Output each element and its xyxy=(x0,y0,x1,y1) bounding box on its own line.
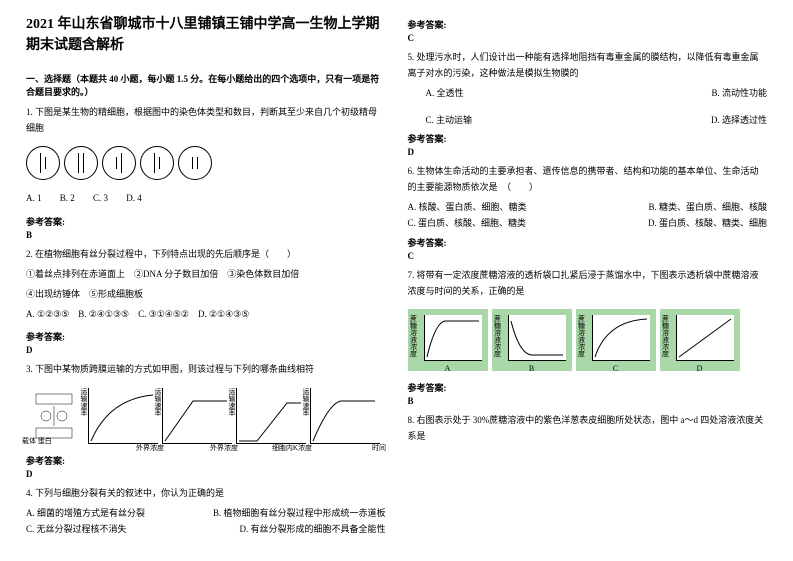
q3-figure: 载体 蛋白 运输速率 外界浓度 运输速率 外界浓度 运输速率 细胞内K浓度 运输… xyxy=(26,388,386,444)
q2-answer: D xyxy=(26,345,386,355)
q5-opt-b: B. 流动性功能 xyxy=(711,85,767,101)
q5-opt-a: A. 全透性 xyxy=(426,85,464,101)
q7-answer: B xyxy=(408,396,768,406)
page-title: 2021 年山东省聊城市十八里铺镇王铺中学高一生物上学期期末试题含解析 xyxy=(26,14,386,56)
q6-answer: C xyxy=(408,251,768,261)
q2-line1: ①着丝点排列在赤道面上 ②DNA 分子数目加倍 ③染色体数目加倍 xyxy=(26,266,386,282)
q4-opts-row1: A. 细菌的增殖方式是有丝分裂 B. 植物细胞有丝分裂过程中形成统一赤道板 xyxy=(26,505,386,521)
answer-label: 参考答案: xyxy=(408,236,768,249)
cell-label: 载体 蛋白 xyxy=(22,436,52,446)
q1-opt-c: C. 3 xyxy=(93,193,108,203)
q1-options: A. 1 B. 2 C. 3 D. 4 xyxy=(26,190,386,206)
q2-text: 2. 在植物细胞有丝分裂过程中，下列特点出现的先后顺序是（ ） xyxy=(26,246,386,262)
q1-figure xyxy=(26,146,386,180)
answer-label: 参考答案: xyxy=(408,18,768,31)
green-chart-b: 蔗糖溶液浓度 B xyxy=(492,309,572,371)
q5-text: 5. 处理污水时，人们设计出一种能有选择地阻挡有毒重金属的膜结构，以降低有毒重金… xyxy=(408,49,768,81)
q6-opts-row1: A. 核酸、蛋白质、细胞、糖类 B. 糖类、蛋白质、细胞、核酸 xyxy=(408,199,768,215)
y-label: 蔗糖溶液浓度 xyxy=(578,315,585,357)
x-axis-label: 外界浓度 xyxy=(210,443,238,453)
y-axis-label: 运输速率 xyxy=(79,388,89,416)
chart-b: 运输速率 外界浓度 xyxy=(162,388,232,444)
q5-answer: D xyxy=(408,147,768,157)
q4-text: 4. 下列与细胞分裂有关的叙述中，你认为正确的是 xyxy=(26,485,386,501)
right-column: 参考答案: C 5. 处理污水时，人们设计出一种能有选择地阻挡有毒重金属的膜结构… xyxy=(408,14,768,547)
chart-label-c: C xyxy=(613,364,618,373)
chart-c: 运输速率 细胞内K浓度 xyxy=(236,388,306,444)
y-axis-label: 运输速率 xyxy=(153,388,163,416)
q4-opts-row2: C. 无丝分裂过程核不消失 D. 有丝分裂形成的细胞不具备全能性 xyxy=(26,521,386,537)
cell-diagram-1 xyxy=(26,146,60,180)
x-axis-label: 细胞内K浓度 xyxy=(272,443,312,453)
q4-opt-b: B. 植物细胞有丝分裂过程中形成统一赤道板 xyxy=(213,505,386,521)
y-label: 蔗糖溶液浓度 xyxy=(494,315,501,357)
q6-opt-c: C. 蛋白质、核酸、细胞、糖类 xyxy=(408,215,527,231)
q4-answer: C xyxy=(408,33,768,43)
answer-label: 参考答案: xyxy=(26,330,386,343)
y-label: 蔗糖溶液浓度 xyxy=(410,315,417,357)
q5-opt-c: C. 主动运输 xyxy=(426,112,473,128)
left-column: 2021 年山东省聊城市十八里铺镇王铺中学高一生物上学期期末试题含解析 一、选择… xyxy=(26,14,386,547)
q1-text: 1. 下图是某生物的精细胞，根据图中的染色体类型和数目，判断其至少来自几个初级精… xyxy=(26,104,386,136)
q1-answer: B xyxy=(26,230,386,240)
cell-diagram-5 xyxy=(178,146,212,180)
q5-opt-d: D. 选择透过性 xyxy=(711,112,767,128)
cell-diagram-4 xyxy=(140,146,174,180)
y-axis-label: 运输速率 xyxy=(227,388,237,416)
chart-label-a: A xyxy=(445,364,451,373)
green-chart-c: 蔗糖溶液浓度 C xyxy=(576,309,656,371)
q1-opt-d: D. 4 xyxy=(126,193,142,203)
q6-text: 6. 生物体生命活动的主要承担者、遗传信息的携带者、结构和功能的基本单位、生命活… xyxy=(408,163,768,195)
q7-figure: 蔗糖溶液浓度 A 蔗糖溶液浓度 B 蔗糖溶液浓度 C 蔗糖溶液浓度 D xyxy=(408,309,768,371)
q6-opt-a: A. 核酸、蛋白质、细胞、糖类 xyxy=(408,199,527,215)
green-chart-a: 蔗糖溶液浓度 A xyxy=(408,309,488,371)
answer-label: 参考答案: xyxy=(26,454,386,467)
answer-label: 参考答案: xyxy=(26,215,386,228)
q5-opts-row1: A. 全透性 B. 流动性功能 xyxy=(408,85,768,101)
chart-d: 运输速率 时间 xyxy=(310,388,380,444)
transport-diagram: 载体 蛋白 xyxy=(26,388,84,444)
chart-a: 运输速率 外界浓度 xyxy=(88,388,158,444)
q6-opt-b: B. 糖类、蛋白质、细胞、核酸 xyxy=(648,199,767,215)
q7-text: 7. 将带有一定浓度蔗糖溶液的透析袋口扎紧后浸于蒸馏水中，下图表示透析袋中蔗糖溶… xyxy=(408,267,768,299)
q3-text: 3. 下图中某物质跨膜运输的方式如甲图，则该过程与下列的哪条曲线相符 xyxy=(26,361,386,377)
cell-diagram-2 xyxy=(64,146,98,180)
q4-opt-a: A. 细菌的增殖方式是有丝分裂 xyxy=(26,505,145,521)
x-axis-label: 时间 xyxy=(372,443,386,453)
section-heading: 一、选择题（本题共 40 小题，每小题 1.5 分。在每小题给出的四个选项中，只… xyxy=(26,72,386,98)
cell-diagram-3 xyxy=(102,146,136,180)
green-chart-d: 蔗糖溶液浓度 D xyxy=(660,309,740,371)
answer-label: 参考答案: xyxy=(408,132,768,145)
q8-text: 8. 右图表示处于 30%蔗糖溶液中的紫色洋葱表皮细胞所处状态，图中 a～d 四… xyxy=(408,412,768,444)
q4-opt-d: D. 有丝分裂形成的细胞不具备全能性 xyxy=(239,521,385,537)
q1-opt-b: B. 2 xyxy=(60,193,75,203)
q4-opt-c: C. 无丝分裂过程核不消失 xyxy=(26,521,127,537)
y-axis-label: 运输速率 xyxy=(301,388,311,416)
y-label: 蔗糖溶液浓度 xyxy=(662,315,669,357)
x-axis-label: 外界浓度 xyxy=(136,443,164,453)
chart-label-d: D xyxy=(697,364,703,373)
answer-label: 参考答案: xyxy=(408,381,768,394)
q1-opt-a: A. 1 xyxy=(26,193,42,203)
q2-line2: ④出现纺锤体 ⑤形成细胞板 xyxy=(26,286,386,302)
q3-answer: D xyxy=(26,469,386,479)
q6-opts-row2: C. 蛋白质、核酸、细胞、糖类 D. 蛋白质、核酸、糖类、细胞 xyxy=(408,215,768,231)
q6-opt-d: D. 蛋白质、核酸、糖类、细胞 xyxy=(648,215,767,231)
q2-opts: A. ①②③⑤ B. ②④①③⑤ C. ③①④⑤② D. ②①④③⑤ xyxy=(26,306,386,322)
q5-opts-row2: C. 主动运输 D. 选择透过性 xyxy=(408,112,768,128)
chart-label-b: B xyxy=(529,364,534,373)
